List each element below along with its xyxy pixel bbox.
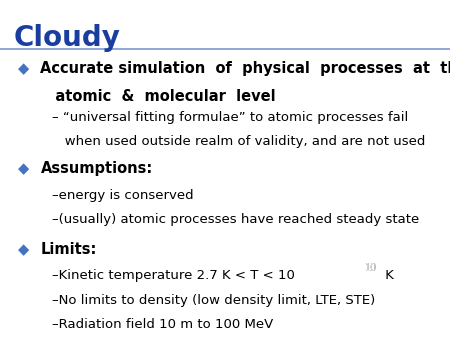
Text: Assumptions:: Assumptions:: [40, 161, 153, 176]
Text: when used outside realm of validity, and are not used: when used outside realm of validity, and…: [52, 135, 425, 148]
Text: Accurate simulation  of  physical  processes  at  the: Accurate simulation of physical processe…: [40, 61, 450, 76]
Text: ◆: ◆: [18, 242, 29, 257]
Text: 10: 10: [365, 263, 378, 273]
Text: –energy is conserved: –energy is conserved: [52, 189, 194, 202]
Text: ◆: ◆: [18, 61, 29, 76]
Text: –Radiation field 10 m to 100 MeV: –Radiation field 10 m to 100 MeV: [52, 318, 273, 331]
Text: – “universal fitting formulae” to atomic processes fail: – “universal fitting formulae” to atomic…: [52, 111, 408, 123]
Text: 10: 10: [365, 263, 378, 273]
Text: –Kinetic temperature 2.7 K < T < 10: –Kinetic temperature 2.7 K < T < 10: [52, 269, 295, 282]
Text: Cloudy: Cloudy: [14, 24, 121, 52]
Text: K: K: [381, 269, 394, 282]
Text: atomic  &  molecular  level: atomic & molecular level: [40, 89, 276, 103]
Text: ◆: ◆: [18, 161, 29, 176]
Text: Limits:: Limits:: [40, 242, 97, 257]
Text: –No limits to density (low density limit, LTE, STE): –No limits to density (low density limit…: [52, 294, 375, 307]
Text: –(usually) atomic processes have reached steady state: –(usually) atomic processes have reached…: [52, 213, 419, 226]
